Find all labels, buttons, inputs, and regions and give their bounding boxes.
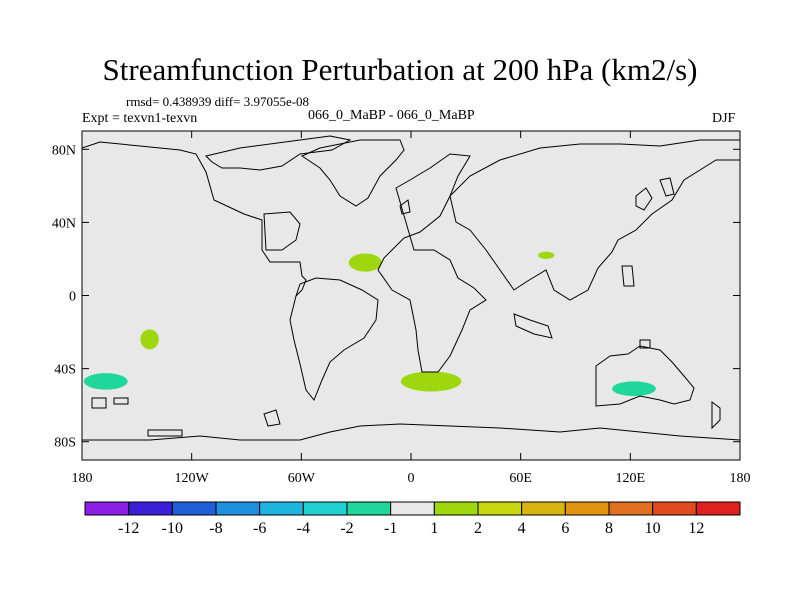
colorbar-swatch — [84, 501, 130, 516]
anomaly-region-2 — [140, 329, 159, 350]
colorbar-label: 1 — [430, 520, 438, 537]
y-tick-label: 40S — [54, 363, 76, 378]
colorbar-label: 4 — [518, 520, 526, 537]
x-tick-label: 120W — [175, 471, 210, 486]
case-label: 066_0_MaBP - 066_0_MaBP — [308, 108, 475, 123]
colorbar-swatch — [695, 501, 741, 516]
colorbar-swatch — [652, 501, 697, 516]
x-axis: 180 120W 60W 0 60E 120E 180 — [72, 131, 751, 486]
anomaly-region-4 — [400, 371, 462, 392]
anomaly-region-6 — [612, 381, 656, 397]
colorbar-label: -12 — [118, 520, 139, 537]
colorbar-swatch — [521, 501, 566, 516]
x-tick-label: 180 — [72, 471, 93, 486]
colorbar-label: -10 — [162, 520, 183, 537]
y-tick-label: 80S — [54, 436, 76, 451]
season-label: DJF — [712, 111, 736, 126]
colorbar-label: 8 — [605, 520, 613, 537]
anomaly-region-5 — [538, 251, 555, 259]
colorbar-swatch — [302, 501, 348, 516]
y-tick-label: 40N — [52, 216, 76, 231]
x-tick-label: 120E — [616, 471, 646, 486]
y-axis: 80N 40N 0 40S 80S — [52, 143, 740, 451]
anomaly-layer — [83, 251, 656, 397]
anomaly-region-1 — [83, 373, 128, 390]
colorbar-label: 10 — [645, 520, 661, 537]
colorbar-swatch — [433, 501, 479, 516]
x-tick-label: 60W — [288, 471, 316, 486]
colorbar-swatch — [259, 501, 304, 516]
colorbar-swatch — [564, 501, 610, 516]
colorbar-swatch — [128, 501, 173, 516]
colorbar-label: 2 — [474, 520, 482, 537]
stats-label: rmsd= 0.438939 diff= 3.97055e-08 — [126, 94, 310, 109]
colorbar-label: -8 — [209, 520, 222, 537]
colorbar-swatch — [215, 501, 261, 516]
x-tick-label: 60E — [509, 471, 532, 486]
colorbar-label: -6 — [253, 520, 266, 537]
colorbar-swatch — [346, 501, 392, 516]
x-tick-label: 0 — [408, 471, 415, 486]
colorbar-swatch — [171, 501, 217, 516]
chart-title: Streamfunction Perturbation at 200 hPa (… — [102, 52, 698, 87]
colorbar-swatch — [608, 501, 654, 516]
expt-label: Expt = texvn1-texvn — [82, 111, 198, 126]
plot-background — [82, 131, 740, 460]
colorbar-swatch — [477, 501, 523, 516]
colorbar-label: -1 — [384, 520, 397, 537]
colorbar-label: 6 — [561, 520, 569, 537]
anomaly-region-3 — [348, 253, 382, 272]
coastlines — [82, 135, 740, 441]
colorbar-swatch — [390, 501, 435, 516]
colorbar-label: -4 — [297, 520, 310, 537]
y-tick-label: 0 — [69, 290, 76, 305]
colorbar-label: 12 — [688, 520, 704, 537]
colorbar: -12 -10 -8 -6 -4 -2 -1 1 2 4 6 8 10 12 — [84, 501, 741, 537]
x-tick-label: 180 — [730, 471, 751, 486]
colorbar-label: -2 — [340, 520, 353, 537]
y-tick-label: 80N — [52, 143, 76, 158]
